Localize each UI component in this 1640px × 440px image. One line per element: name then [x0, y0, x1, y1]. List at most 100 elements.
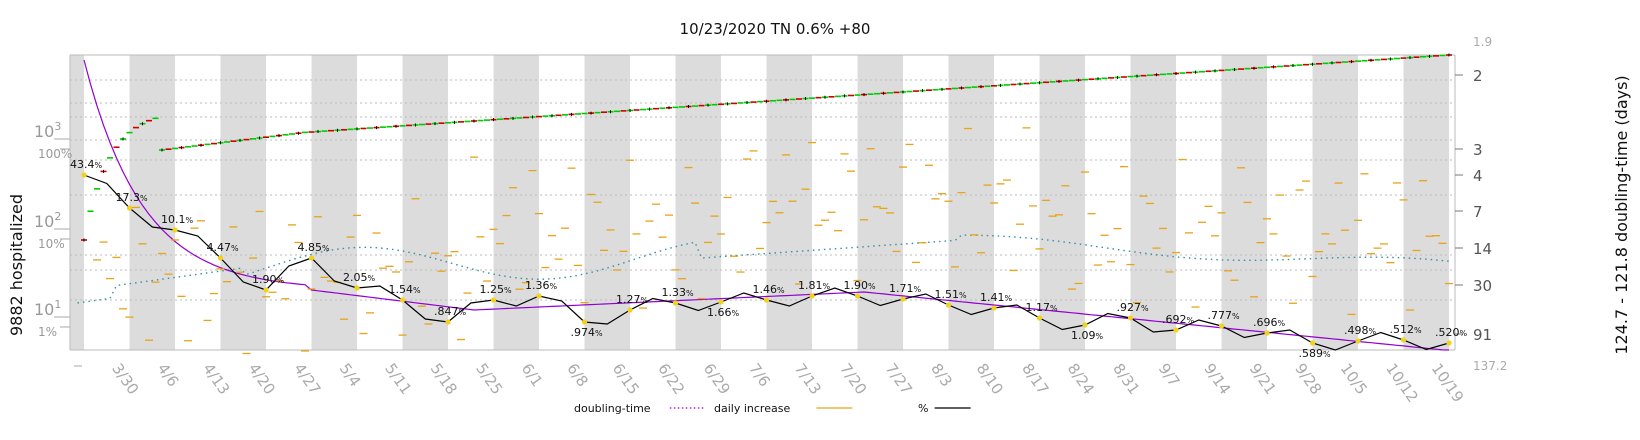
- annotation-marker: [81, 172, 87, 178]
- annotation-label: 43.4%: [70, 158, 103, 171]
- annotation-marker: [1218, 323, 1225, 329]
- x-tick-label: 10/19: [1428, 360, 1468, 406]
- y-tick-label-left: 101: [34, 298, 61, 319]
- teal-dotted-line: [77, 234, 1450, 304]
- percent-tick-label: 10%: [38, 237, 65, 251]
- annotation-label: .512%: [1390, 323, 1423, 336]
- x-tick-label: 6/15: [609, 360, 643, 398]
- annotation-marker: [172, 227, 178, 233]
- legend: doubling-time daily increase%: [574, 402, 971, 415]
- annotation-marker: [354, 285, 360, 291]
- weekly-band: [1130, 55, 1176, 350]
- y-axis-label-left: 9882 hospitalized: [7, 194, 26, 336]
- x-tick-label: 4/6: [154, 360, 183, 390]
- annotation-marker: [945, 302, 952, 308]
- x-tick-label: 3/30: [108, 360, 142, 398]
- weekly-band: [70, 55, 84, 350]
- annotation-marker: [991, 305, 997, 311]
- x-tick-label: 9/7: [1155, 360, 1184, 390]
- x-tick-label: 9/21: [1246, 360, 1280, 398]
- weekly-band: [493, 55, 539, 350]
- annotation-label: .692%: [1162, 313, 1195, 326]
- annotation-marker: [718, 299, 724, 305]
- annotation-label: 1.41%: [980, 291, 1013, 304]
- annotation-marker: [490, 297, 497, 303]
- y-tick-label-right: 91: [1473, 326, 1492, 344]
- percent-tick-label: 1%: [38, 325, 57, 339]
- y-tick-label-right: 3: [1473, 141, 1483, 159]
- x-tick-label: 8/10: [973, 360, 1007, 398]
- annotation-marker: [126, 205, 133, 211]
- x-tick-label: 5/18: [427, 360, 461, 398]
- weekly-bands: [70, 55, 1449, 350]
- annotation-marker: [763, 297, 770, 303]
- annotation-marker: [627, 307, 633, 313]
- annotation-label: 1.66%: [707, 306, 740, 319]
- x-tick-label: 5/4: [336, 360, 365, 390]
- weekly-band: [129, 55, 175, 350]
- annotation-label: 4.85%: [298, 241, 331, 254]
- annotation-marker: [1309, 340, 1316, 346]
- legend-label: doubling-time: [574, 402, 651, 415]
- annotation-marker: [308, 255, 315, 261]
- legend-label: daily increase: [714, 402, 790, 415]
- x-tick-label: 4/13: [199, 360, 233, 398]
- annotation-marker: [1446, 340, 1452, 346]
- annotation-label: 1.81%: [798, 279, 831, 292]
- y-tick-label-right: 7: [1473, 203, 1483, 221]
- annotation-label: 1.46%: [753, 283, 786, 296]
- weekly-band: [1039, 55, 1085, 350]
- annotation-marker: [536, 293, 542, 299]
- annotation-label: 1.09%: [1071, 329, 1104, 342]
- weekly-band: [766, 55, 812, 350]
- x-tick-label: 4/20: [245, 360, 279, 398]
- x-tick-label: 7/27: [882, 360, 916, 398]
- plot-frame: [69, 54, 1456, 351]
- x-tick-label: 9/28: [1291, 360, 1325, 398]
- x-tick-label: 7/6: [745, 360, 774, 390]
- annotation-label: 17.3%: [116, 191, 149, 204]
- x-tick-label: 6/1: [518, 360, 547, 390]
- x-tick-label: 4/27: [290, 360, 324, 398]
- annotation-marker: [1127, 315, 1134, 321]
- annotation-label: 1.54%: [389, 283, 422, 296]
- y-tick-label-right: 30: [1473, 277, 1492, 295]
- annotation-marker: [672, 300, 679, 306]
- x-tick-label: 5/25: [472, 360, 506, 398]
- annotation-marker: [445, 319, 451, 325]
- annotation-label: .927%: [1117, 301, 1150, 314]
- annotation-label: 4.47%: [207, 241, 240, 254]
- annotation-label: 1.25%: [480, 283, 513, 296]
- annotation-label: 1.27%: [616, 293, 649, 306]
- annotation-marker: [1082, 322, 1088, 328]
- weekly-band: [402, 55, 448, 350]
- weekly-band: [584, 55, 630, 350]
- x-tick-label: 6/22: [654, 360, 688, 398]
- annotation-marker: [1264, 330, 1270, 336]
- x-tick-label: 8/17: [1018, 360, 1052, 398]
- chart-title: 10/23/2020 TN 0.6% +80: [680, 20, 871, 38]
- annotation-label: 1.90%: [844, 279, 877, 292]
- annotation-label: .974%: [571, 326, 604, 339]
- annotation-label: .589%: [1299, 347, 1332, 360]
- annotation-marker: [217, 255, 224, 261]
- annotation-marker: [581, 319, 588, 325]
- y-tick-label-right: 2: [1473, 67, 1483, 85]
- annotation-label: 10.1%: [161, 213, 194, 226]
- weekly-band: [948, 55, 994, 350]
- x-tick-label: 10/5: [1337, 360, 1371, 398]
- weekly-band: [1403, 55, 1449, 350]
- annotation-label: .847%: [434, 305, 467, 318]
- weekly-band: [220, 55, 266, 350]
- y-tick-label-right: 4: [1473, 167, 1483, 185]
- annotation-label: 1.71%: [889, 282, 922, 295]
- weekly-band: [311, 55, 357, 350]
- x-tick-label: 8/31: [1109, 360, 1143, 398]
- annotation-marker: [1036, 315, 1043, 321]
- grid-lines: [70, 79, 1455, 301]
- annotation-marker: [1400, 337, 1407, 343]
- annotation-marker: [854, 293, 861, 299]
- x-tick-label: 10/12: [1382, 360, 1422, 406]
- annotation-label: 1.36%: [525, 279, 558, 292]
